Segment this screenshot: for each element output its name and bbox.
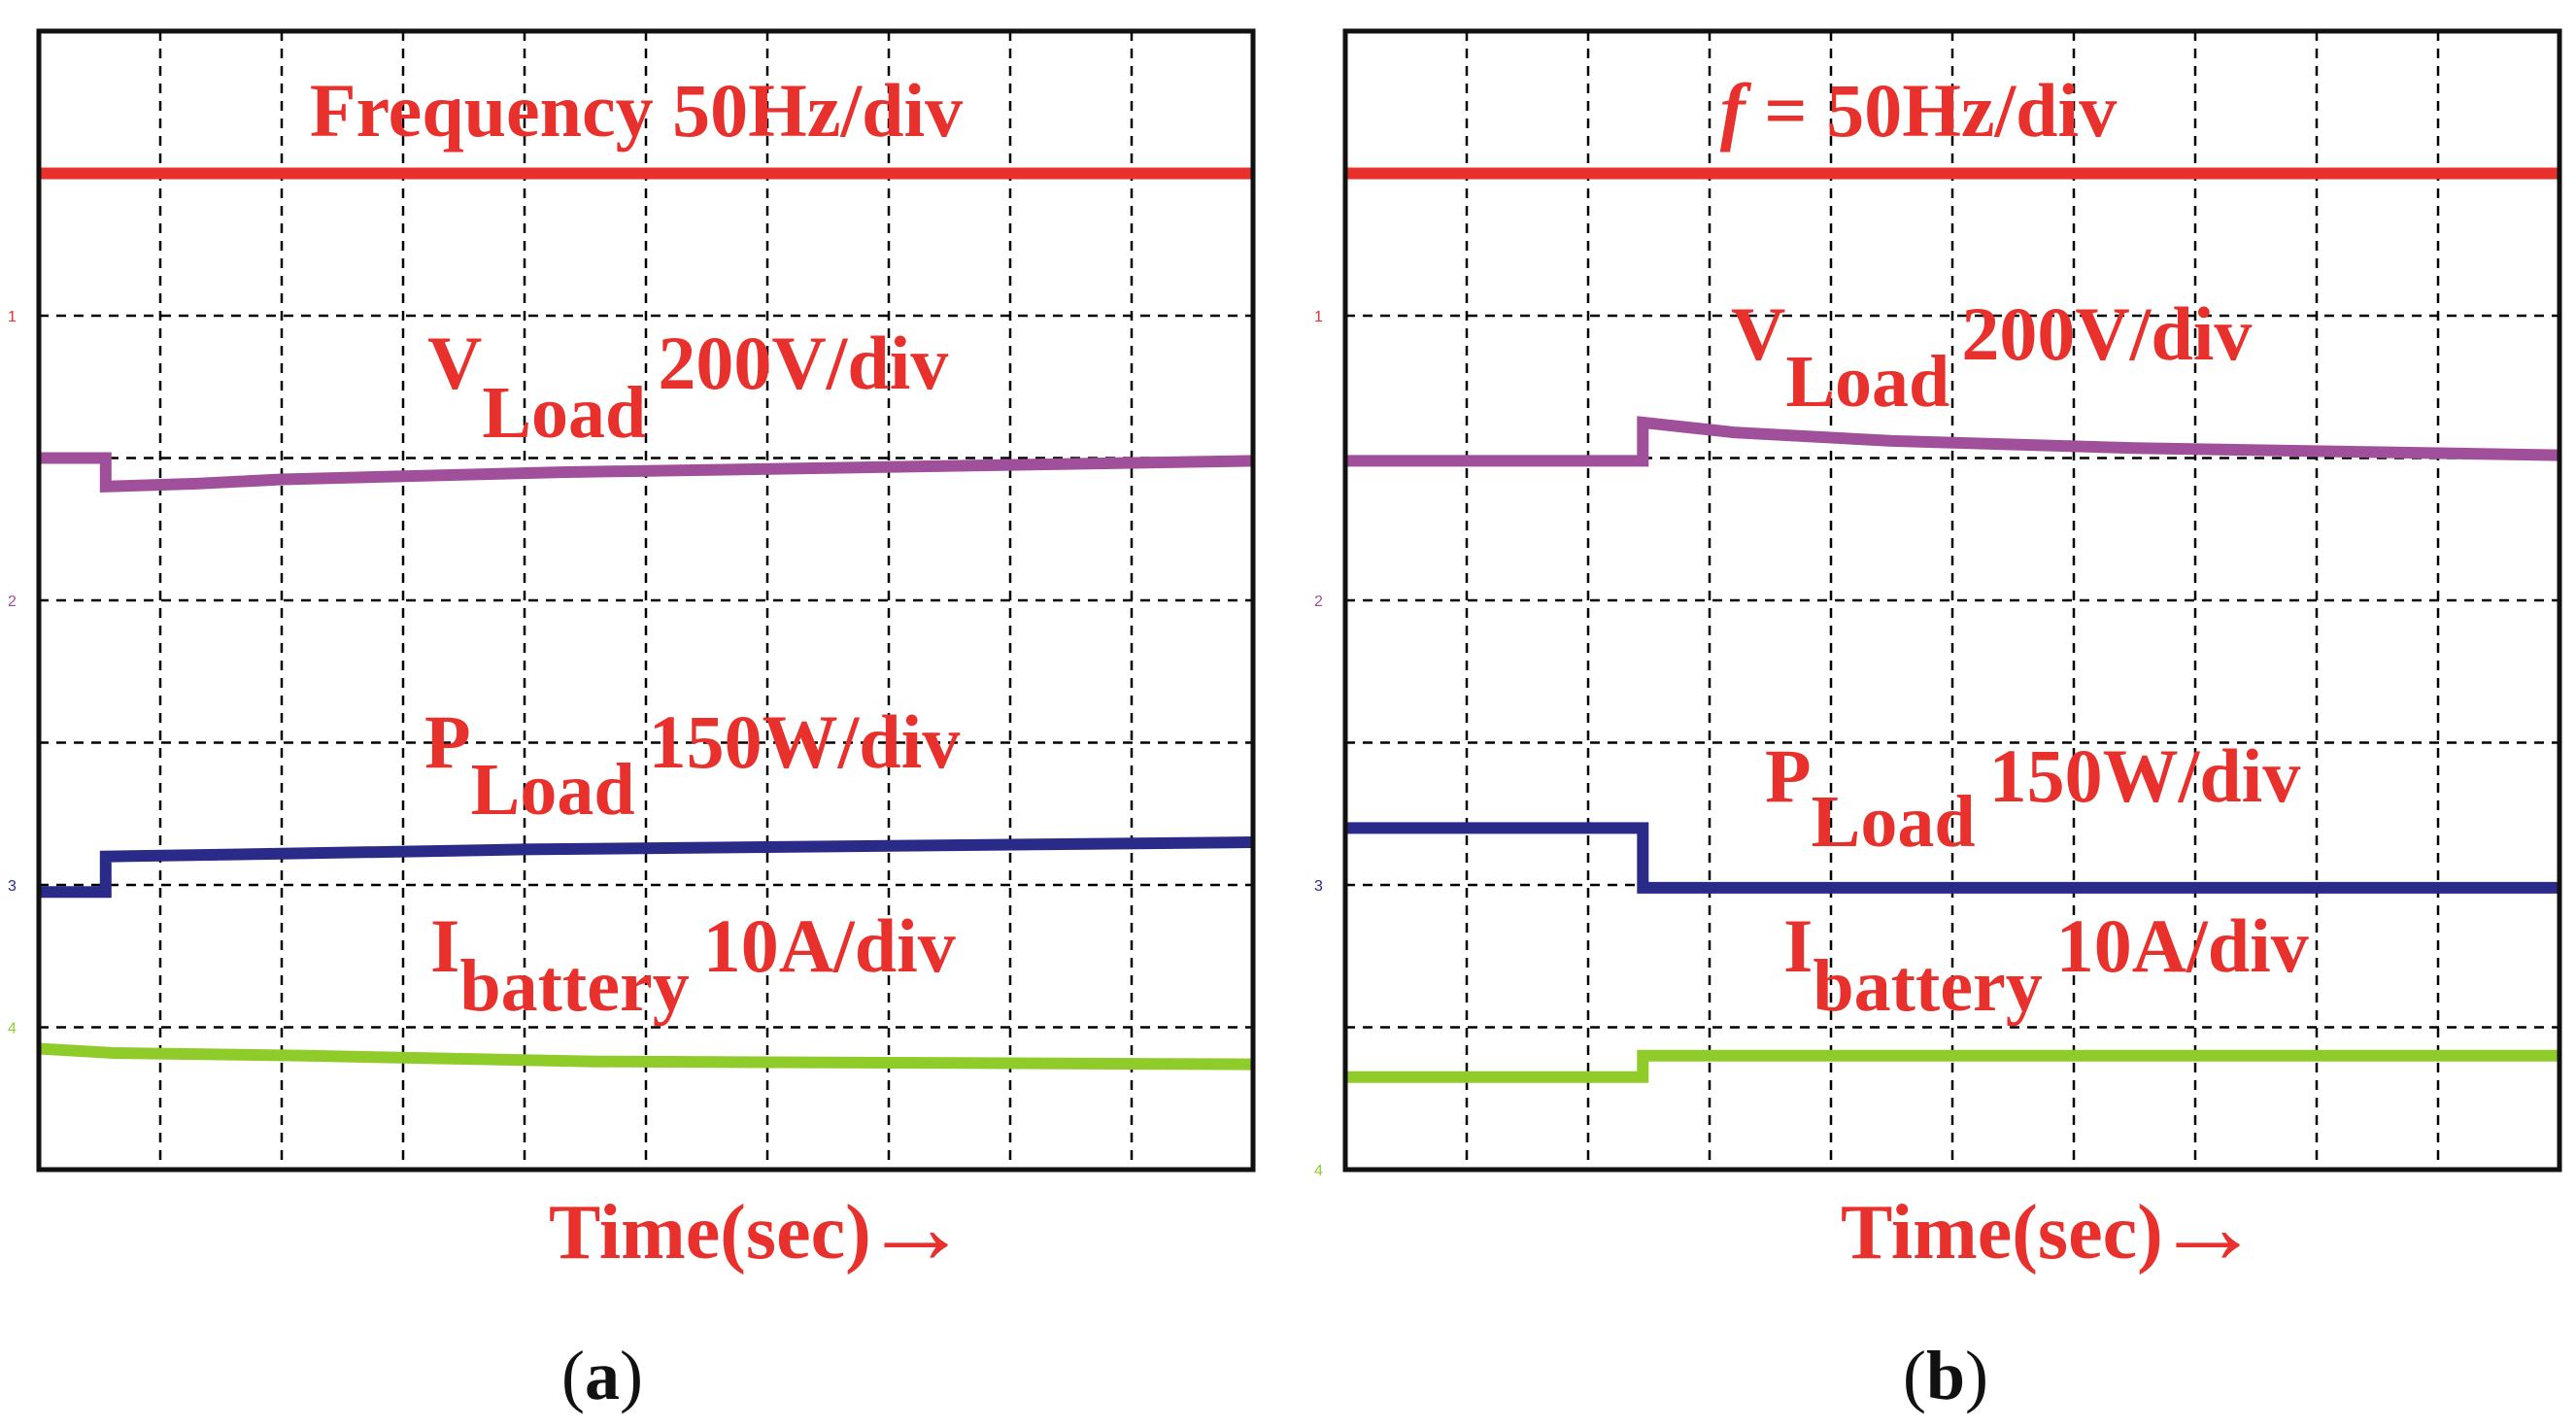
- channel-marker-4: 4: [1314, 1163, 1323, 1179]
- panel-b-channel-markers: 1 2 3 4: [1314, 309, 1323, 1179]
- trace-i-battery: [38, 1042, 1254, 1071]
- panel-a-ibattery-main: I: [430, 903, 459, 988]
- panel-b-ibattery-main: I: [1783, 903, 1813, 988]
- channel-marker-2: 2: [1314, 594, 1323, 610]
- channel-marker-4: 4: [8, 1021, 17, 1037]
- panel-a-grid: [39, 31, 1253, 1170]
- panel-b-ibattery-label: Ibattery 10A/div: [1783, 903, 2309, 1027]
- channel-marker-1: 1: [8, 309, 17, 325]
- panel-a-frame: [36, 28, 1256, 1173]
- panel-b-frame: [1342, 28, 2562, 1173]
- panel-b-caption-letter: b: [1926, 1337, 1965, 1414]
- trace-v-load: [1345, 416, 2560, 467]
- trace-v-load: [39, 452, 1254, 493]
- panel-a-ibattery-label: Ibattery 10A/div: [430, 903, 956, 1027]
- channel-marker-1: 1: [1314, 309, 1323, 325]
- panel-a-caption-letter: a: [585, 1337, 620, 1414]
- panel-b-ibattery-sub: battery: [1813, 945, 2042, 1027]
- panel-b-x-arrow: →: [2154, 1168, 2261, 1286]
- panel-a-traces: [38, 167, 1254, 1071]
- panel-a-pload-sub: Load: [471, 749, 635, 831]
- channel-marker-2: 2: [8, 594, 17, 610]
- panel-b-caption: (b): [1903, 1337, 1988, 1414]
- panel-a-pload-main: P: [424, 699, 471, 784]
- panel-a-caption: (a): [561, 1337, 643, 1414]
- panel-a-channel-markers: 1 2 3 4: [8, 309, 17, 1037]
- panel-b-pload-label: PLoad150W/div: [1765, 733, 2300, 863]
- panel-b-vload-scale: 200V/div: [1961, 291, 2252, 376]
- trace-i-battery: [1345, 1049, 2559, 1083]
- panel-a-frequency-label: Frequency 50Hz/div: [310, 68, 963, 153]
- panel-a-vload-scale: 200V/div: [658, 321, 948, 405]
- panel-a-pload-label: PLoad150W/div: [424, 699, 960, 831]
- panel-a-x-arrow: →: [863, 1168, 969, 1286]
- panel-a-vload-sub: Load: [482, 372, 646, 454]
- panel-b-pload-scale: 150W/div: [1989, 733, 2301, 818]
- trace-p-load: [1345, 822, 2559, 894]
- trace-p-load: [39, 836, 1254, 899]
- panel-b-xlabel: Time(sec): [1841, 1190, 2163, 1275]
- panel-a-caption-close: ): [620, 1337, 643, 1414]
- panel-b-caption-close: ): [1965, 1337, 1988, 1414]
- panel-a-ibattery-scale: 10A/div: [703, 903, 956, 988]
- panel-b-pload-sub: Load: [1812, 781, 1976, 863]
- panel-b-frequency-rest: = 50Hz/div: [1746, 68, 2117, 153]
- panel-b-frequency-label: f = 50Hz/div: [1720, 68, 2117, 153]
- panel-a-vload-label: VLoad200V/div: [427, 321, 948, 454]
- panel-b-vload-sub: Load: [1785, 341, 1949, 423]
- channel-marker-3: 3: [8, 878, 17, 895]
- panel-b-traces: [1345, 167, 2560, 1083]
- channel-marker-3: 3: [1314, 878, 1323, 895]
- panel-b-grid: [1345, 31, 2559, 1170]
- panel-b-ibattery-scale: 10A/div: [2056, 903, 2309, 988]
- panel-b-caption-open: (: [1903, 1337, 1926, 1414]
- panel-a-xlabel: Time(sec): [549, 1190, 871, 1275]
- panel-a-pload-scale: 150W/div: [649, 699, 961, 784]
- panel-b-vload-main: V: [1731, 291, 1785, 376]
- panel-a-caption-open: (: [561, 1337, 585, 1414]
- panel-a-vload-main: V: [427, 321, 482, 405]
- panel-a-ibattery-sub: battery: [459, 945, 689, 1027]
- panel-b-pload-main: P: [1765, 733, 1812, 818]
- panel-b-vload-label: VLoad200V/div: [1731, 291, 2252, 423]
